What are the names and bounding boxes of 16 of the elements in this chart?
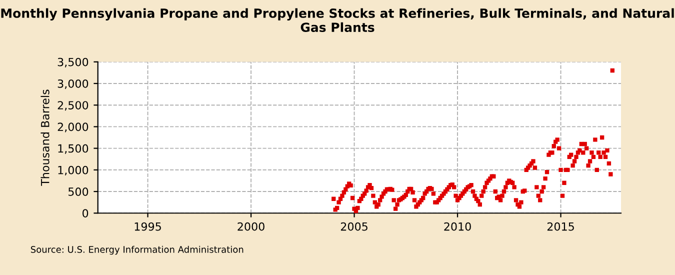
y-tick-label: 2,500 [58,101,88,111]
y-axis-title: Thousand Barrels [40,90,50,186]
y-tick-label: 3,000 [58,79,88,89]
y-tick-label: 3,500 [58,58,88,68]
y-tick-label: 0 [82,209,88,218]
x-tick-label: 2015 [547,222,574,231]
chart-title: Monthly Pennsylvania Propane and Propylene Stocks at Refineries, Bulk Terminals, and Natural Gas Plants [1,8,674,32]
x-tick-label: 2010 [444,222,471,231]
y-tick-label: 1,500 [58,144,88,154]
x-tick-label: 2005 [340,222,368,231]
x-tick-label: 2000 [238,222,264,231]
source-note: Source: U.S. Energy Information Administration [30,246,244,255]
x-tick-label: 1995 [134,222,161,231]
y-tick-label: 1,000 [58,166,88,176]
y-tick-label: 2,000 [58,122,88,132]
y-tick-label: 500 [68,187,88,196]
